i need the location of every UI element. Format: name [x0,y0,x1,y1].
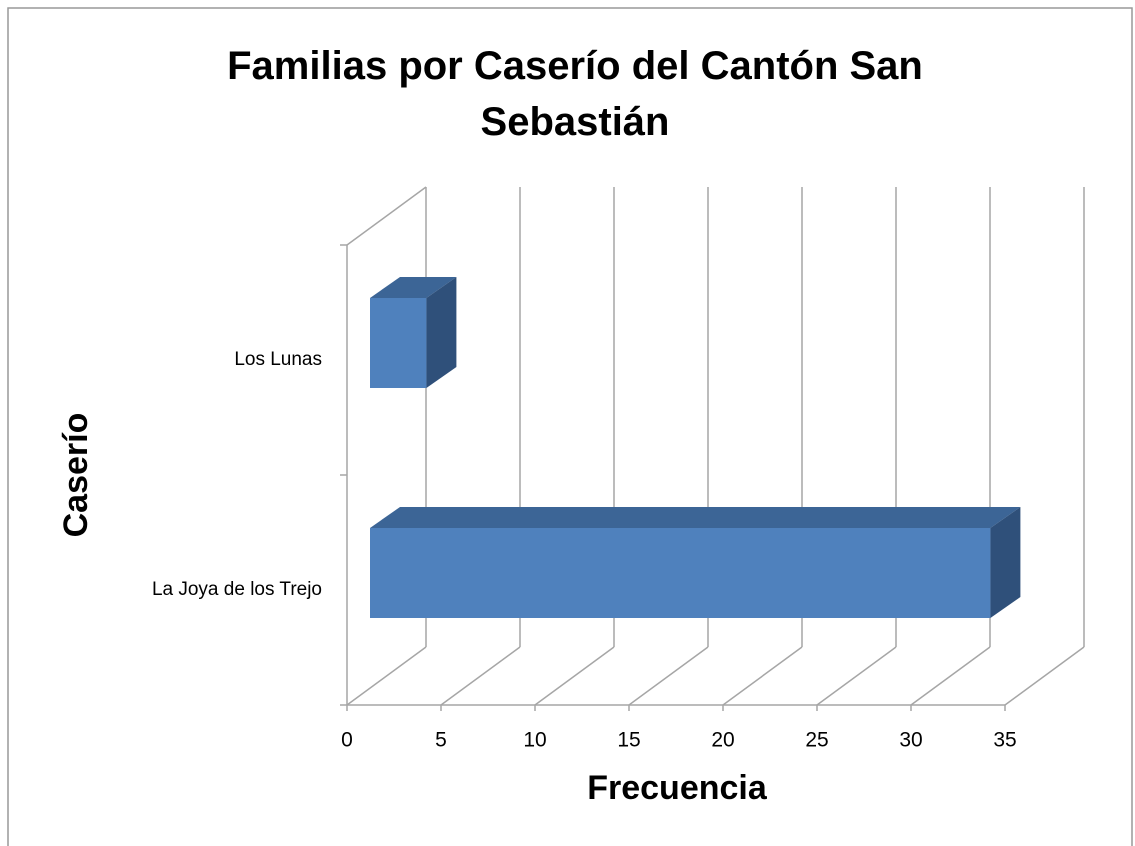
floor-grid-line [910,646,991,706]
chart-frame [7,7,1133,846]
left-wall-edge [346,186,427,246]
x-axis-title: Frecuencia [587,769,768,807]
floor-grid-line [816,646,897,706]
floor-grid-line [1004,646,1085,706]
x-tick-label: 25 [805,729,828,752]
floor-grid-line [440,646,521,706]
x-tick-label: 30 [899,729,922,752]
x-tick-label: 15 [617,729,640,752]
floor-grid-line [534,646,615,706]
bar-side [426,277,457,388]
floor-grid-line [628,646,709,706]
floor-grid-line [722,646,803,706]
y-axis-title: Caserío [57,413,95,538]
floor-grid-line [346,646,427,706]
bar-top [370,277,457,298]
y-tick-label: Los Lunas [234,349,322,370]
bar-side [990,507,1021,618]
x-tick-label: 0 [341,729,353,752]
chart-title: Familias por Caserío del Cantón San Seba… [227,44,923,144]
x-tick-label: 20 [711,729,734,752]
bar [370,298,427,388]
x-tick-label: 35 [993,729,1016,752]
y-tick-label: La Joya de los Trejo [152,579,322,600]
bar [370,528,991,618]
x-tick-label: 10 [523,729,546,752]
bar-top [370,507,1021,528]
x-tick-label: 5 [435,729,447,752]
